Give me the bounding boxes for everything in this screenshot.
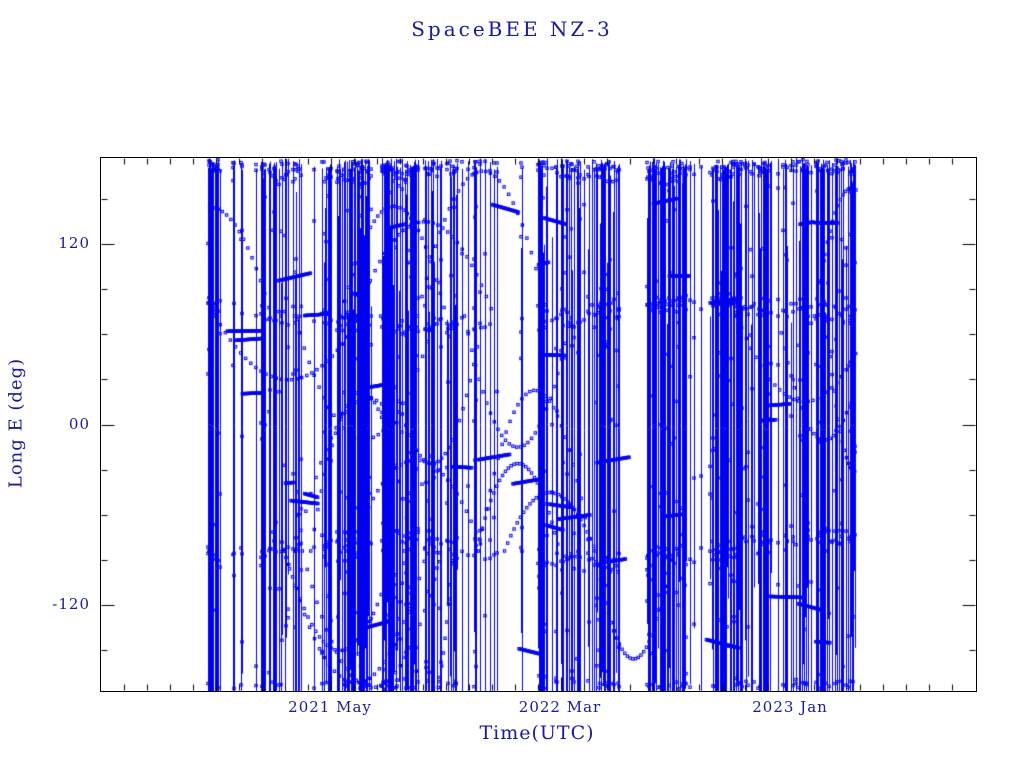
x-tick-label: 2021 May <box>288 698 372 716</box>
y-tick-label: 00 <box>68 414 90 433</box>
y-tick-label: 120 <box>58 233 90 252</box>
plot-canvas <box>101 158 976 691</box>
x-axis-title: Time(UTC) <box>479 722 595 744</box>
plot-area <box>100 157 977 692</box>
y-tick-label: -120 <box>52 595 90 614</box>
chart-title: SpaceBEE NZ-3 <box>411 17 613 41</box>
x-tick-label: 2023 Jan <box>752 698 828 716</box>
x-tick-label: 2022 Mar <box>518 698 602 716</box>
